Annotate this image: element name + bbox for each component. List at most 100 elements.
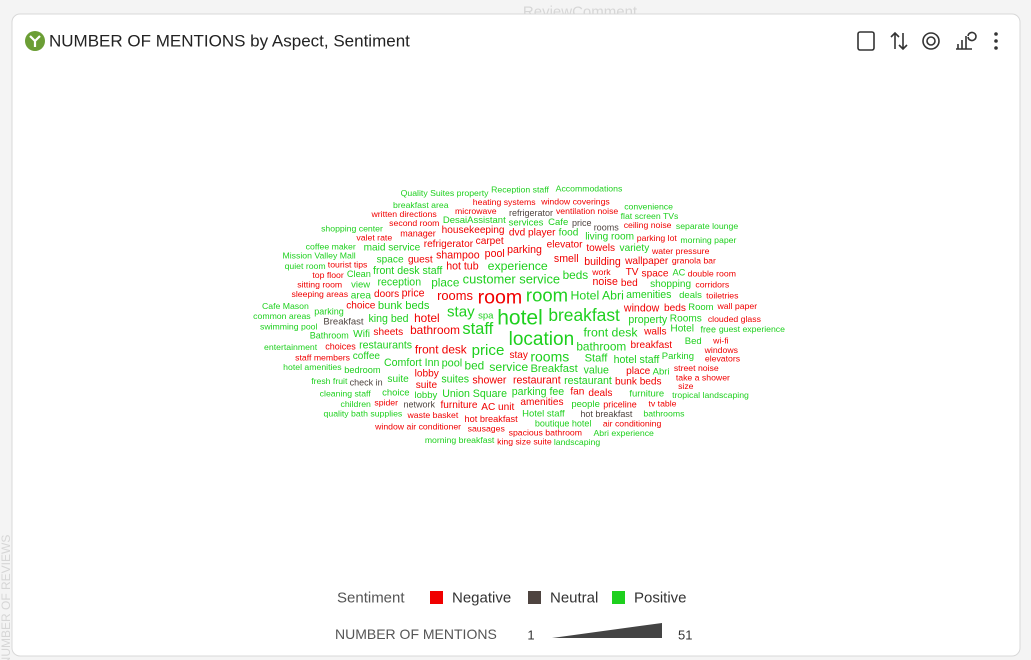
word: Mission Valley Mall — [282, 250, 355, 260]
word: area — [351, 290, 372, 301]
word: housekeeping — [442, 225, 505, 236]
word: lobby — [415, 369, 440, 380]
word: dvd player — [509, 228, 556, 239]
word: pool — [485, 248, 505, 260]
word: suite — [387, 374, 409, 385]
word: bedroom — [344, 365, 381, 375]
legend: Sentiment Negative Neutral Positive NUMBER O… — [335, 590, 692, 643]
word: fresh fruit — [311, 376, 348, 386]
word: children — [340, 399, 371, 409]
word: take a shower — [676, 372, 730, 382]
word: room — [526, 285, 568, 306]
word: service — [489, 360, 528, 374]
word: heating systems — [473, 197, 536, 207]
word: Abri — [653, 366, 670, 377]
toolbar[interactable] — [857, 31, 998, 51]
word: services — [509, 217, 544, 228]
word: room — [478, 287, 523, 309]
word: towels — [586, 243, 615, 254]
word: variety — [620, 243, 651, 254]
word: boutique hotel — [535, 419, 592, 429]
word: air conditioning — [603, 419, 662, 429]
word: Hotel — [670, 324, 694, 335]
word: parking — [507, 244, 542, 256]
word: choices — [325, 342, 356, 352]
legend-swatch — [528, 591, 541, 604]
word: refrigerator — [509, 208, 553, 218]
word: front desk staff — [373, 265, 442, 277]
word: window air conditioner — [374, 422, 461, 432]
word: breakfast — [548, 305, 620, 325]
word: Comfort Inn — [384, 357, 439, 369]
word: bathroom — [410, 323, 460, 337]
word: spacious bathroom — [509, 428, 582, 438]
word: lobby — [415, 390, 438, 401]
word: Cafe Mason — [262, 301, 309, 311]
word: carpet — [476, 236, 504, 247]
word: waste basket — [407, 410, 459, 420]
menu-icon[interactable] — [994, 32, 998, 50]
word: window coverings — [540, 197, 610, 207]
word: restaurant — [513, 375, 561, 387]
word: value — [584, 364, 609, 376]
word: network — [403, 400, 435, 410]
word: work — [591, 267, 611, 277]
data-icon[interactable] — [857, 31, 875, 51]
word: guest — [408, 255, 433, 266]
word: amenities — [520, 397, 563, 408]
word: AC unit — [481, 402, 514, 413]
chart-icon[interactable] — [956, 31, 977, 50]
word: king bed — [368, 313, 408, 325]
word: amenities — [626, 289, 671, 301]
word: windows — [704, 345, 739, 355]
word: Clean — [347, 269, 371, 279]
word: bathrooms — [643, 409, 685, 419]
word: furniture — [629, 388, 664, 399]
word: customer service — [463, 272, 560, 287]
word: food — [559, 227, 579, 238]
word: parking — [314, 307, 344, 317]
word: Hotel Abri — [571, 288, 624, 302]
word: bed — [465, 358, 485, 372]
word: quiet room — [285, 261, 326, 271]
word: elevators — [705, 354, 741, 364]
word: restaurants — [359, 340, 412, 352]
word: shower — [472, 375, 507, 387]
word: sitting room — [297, 279, 342, 289]
word: furniture — [440, 400, 477, 411]
word: deals — [588, 388, 612, 399]
word: manager — [400, 229, 436, 239]
word: morning breakfast — [425, 435, 495, 445]
word: breakfast area — [393, 200, 449, 210]
word: doors — [374, 289, 399, 300]
word: living room — [585, 232, 634, 243]
word: place — [431, 275, 460, 289]
size-min: 1 — [527, 628, 534, 643]
word: swimming pool — [260, 321, 318, 331]
legend-label: Positive — [634, 590, 687, 607]
word: spider — [374, 398, 398, 408]
word: hot tub — [446, 261, 479, 273]
word: Hotel staff — [522, 409, 565, 420]
card — [11, 13, 1021, 657]
word: choice — [382, 388, 409, 399]
word: bunk beds — [615, 377, 662, 388]
focus-icon[interactable] — [922, 32, 940, 50]
word: walls — [643, 326, 666, 337]
word: space — [642, 269, 669, 280]
word: building — [584, 256, 621, 268]
word: shopping center — [321, 223, 383, 233]
word: stay — [447, 303, 475, 320]
word: DesaiAssistant — [443, 215, 506, 226]
word: street noise — [674, 363, 719, 373]
word: entertainment — [264, 342, 318, 352]
size-title: NUMBER OF MENTIONS — [335, 626, 497, 642]
word: guest experience — [719, 324, 785, 334]
background-axis: NUMBER OF REVIEWS — [0, 535, 13, 660]
word: sausages — [468, 423, 506, 433]
word: space — [377, 255, 404, 266]
word: Bathroom — [310, 331, 349, 341]
word: wall paper — [716, 301, 757, 311]
sort-icon[interactable] — [890, 31, 908, 51]
word: parking lot — [637, 233, 678, 243]
